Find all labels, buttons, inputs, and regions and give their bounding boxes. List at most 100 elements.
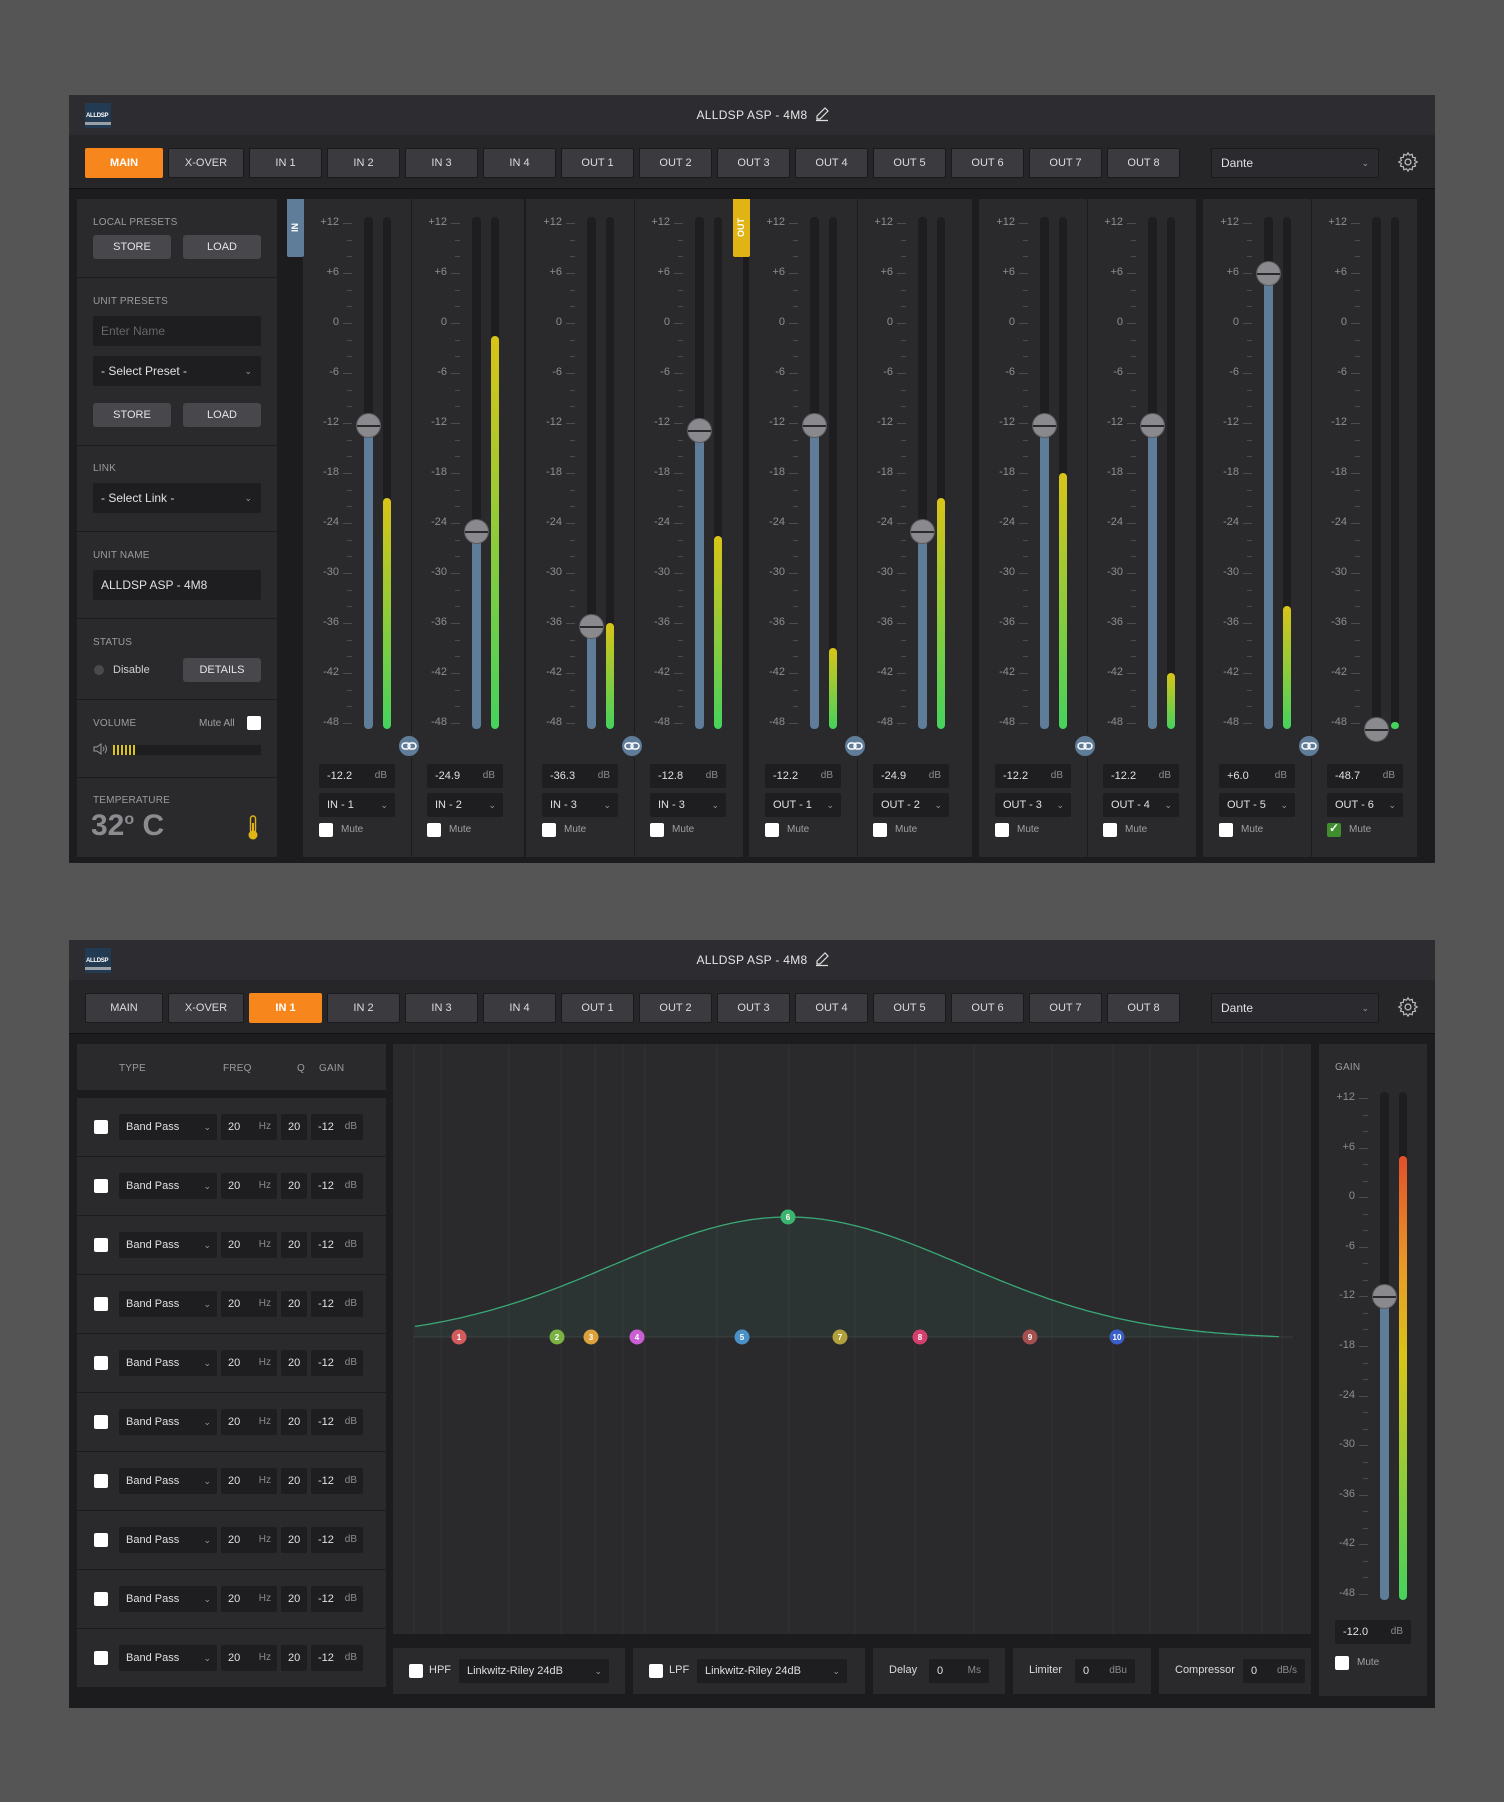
tab-in-2[interactable]: IN 2 bbox=[327, 148, 400, 178]
band-gain-input[interactable]: -12 dB bbox=[311, 1586, 363, 1612]
tab-in-1[interactable]: IN 1 bbox=[249, 148, 322, 178]
details-button[interactable]: DETAILS bbox=[183, 658, 261, 682]
source-select[interactable]: IN - 3 ⌄ bbox=[542, 793, 618, 817]
tab-out-5[interactable]: OUT 5 bbox=[873, 148, 946, 178]
mute-checkbox[interactable] bbox=[542, 823, 556, 837]
fader-knob[interactable] bbox=[356, 412, 381, 438]
gain-input[interactable]: -12.2 dB bbox=[765, 764, 841, 788]
band-q-input[interactable]: 20 bbox=[281, 1409, 307, 1435]
tab-in-3[interactable]: IN 3 bbox=[405, 993, 478, 1023]
band-freq-input[interactable]: 20 Hz bbox=[221, 1409, 277, 1435]
source-select[interactable]: OUT - 4 ⌄ bbox=[1103, 793, 1179, 817]
eq-node-7[interactable]: 7 bbox=[832, 1329, 848, 1345]
tab-out-1[interactable]: OUT 1 bbox=[561, 148, 634, 178]
fader-knob[interactable] bbox=[910, 518, 935, 544]
eq-node-1[interactable]: 1 bbox=[451, 1329, 467, 1345]
band-enable-checkbox[interactable] bbox=[94, 1592, 108, 1606]
lpf-checkbox[interactable] bbox=[649, 1664, 663, 1678]
fader-knob[interactable] bbox=[687, 417, 712, 443]
gain-value-input[interactable]: -12.0 dB bbox=[1335, 1620, 1411, 1644]
band-type-select[interactable]: Band Pass ⌄ bbox=[119, 1586, 217, 1612]
tab-out-4[interactable]: OUT 4 bbox=[795, 993, 868, 1023]
band-q-input[interactable]: 20 bbox=[281, 1173, 307, 1199]
mute-checkbox[interactable] bbox=[765, 823, 779, 837]
band-enable-checkbox[interactable] bbox=[94, 1474, 108, 1488]
preset-select[interactable]: - Select Preset - ⌄ bbox=[93, 356, 261, 386]
band-q-input[interactable]: 20 bbox=[281, 1586, 307, 1612]
eq-node-6[interactable]: 6 bbox=[780, 1209, 796, 1225]
delay-input[interactable]: 0 Ms bbox=[929, 1659, 989, 1683]
band-q-input[interactable]: 20 bbox=[281, 1291, 307, 1317]
network-select[interactable]: Dante ⌄ bbox=[1211, 993, 1379, 1023]
compressor-input[interactable]: 0 dB/s bbox=[1243, 1659, 1305, 1683]
mute-checkbox[interactable] bbox=[1103, 823, 1117, 837]
fader-knob[interactable] bbox=[1364, 716, 1389, 742]
tab-out-1[interactable]: OUT 1 bbox=[561, 993, 634, 1023]
band-enable-checkbox[interactable] bbox=[94, 1356, 108, 1370]
band-freq-input[interactable]: 20 Hz bbox=[221, 1350, 277, 1376]
band-freq-input[interactable]: 20 Hz bbox=[221, 1173, 277, 1199]
source-select[interactable]: OUT - 2 ⌄ bbox=[873, 793, 949, 817]
tab-out-6[interactable]: OUT 6 bbox=[951, 993, 1024, 1023]
unit-load-button[interactable]: LOAD bbox=[183, 403, 261, 427]
band-type-select[interactable]: Band Pass ⌄ bbox=[119, 1291, 217, 1317]
eq-node-4[interactable]: 4 bbox=[629, 1329, 645, 1345]
edit-icon[interactable] bbox=[814, 106, 830, 122]
preset-name-input[interactable]: Enter Name bbox=[93, 316, 261, 346]
tab-out-5[interactable]: OUT 5 bbox=[873, 993, 946, 1023]
band-type-select[interactable]: Band Pass ⌄ bbox=[119, 1468, 217, 1494]
band-freq-input[interactable]: 20 Hz bbox=[221, 1291, 277, 1317]
source-select[interactable]: OUT - 5 ⌄ bbox=[1219, 793, 1295, 817]
tab-out-3[interactable]: OUT 3 bbox=[717, 993, 790, 1023]
link-icon[interactable] bbox=[620, 734, 644, 758]
band-q-input[interactable]: 20 bbox=[281, 1468, 307, 1494]
eq-node-5[interactable]: 5 bbox=[734, 1329, 750, 1345]
local-load-button[interactable]: LOAD bbox=[183, 235, 261, 259]
link-icon[interactable] bbox=[1297, 734, 1321, 758]
band-type-select[interactable]: Band Pass ⌄ bbox=[119, 1409, 217, 1435]
band-type-select[interactable]: Band Pass ⌄ bbox=[119, 1350, 217, 1376]
eq-node-8[interactable]: 8 bbox=[912, 1329, 928, 1345]
gain-input[interactable]: -12.8 dB bbox=[650, 764, 726, 788]
edit-icon[interactable] bbox=[814, 951, 830, 967]
band-q-input[interactable]: 20 bbox=[281, 1232, 307, 1258]
tab-out-8[interactable]: OUT 8 bbox=[1107, 993, 1180, 1023]
band-type-select[interactable]: Band Pass ⌄ bbox=[119, 1527, 217, 1553]
tab-out-4[interactable]: OUT 4 bbox=[795, 148, 868, 178]
band-gain-input[interactable]: -12 dB bbox=[311, 1350, 363, 1376]
gear-icon[interactable] bbox=[1397, 996, 1419, 1018]
band-gain-input[interactable]: -12 dB bbox=[311, 1291, 363, 1317]
gain-input[interactable]: -12.2 dB bbox=[319, 764, 395, 788]
band-type-select[interactable]: Band Pass ⌄ bbox=[119, 1173, 217, 1199]
tab-x-over[interactable]: X-OVER bbox=[168, 993, 244, 1023]
tab-in-2[interactable]: IN 2 bbox=[327, 993, 400, 1023]
band-q-input[interactable]: 20 bbox=[281, 1350, 307, 1376]
eq-node-2[interactable]: 2 bbox=[549, 1329, 565, 1345]
tab-out-2[interactable]: OUT 2 bbox=[639, 148, 712, 178]
gain-input[interactable]: -12.2 dB bbox=[1103, 764, 1179, 788]
hpf-checkbox[interactable] bbox=[409, 1664, 423, 1678]
band-q-input[interactable]: 20 bbox=[281, 1114, 307, 1140]
band-type-select[interactable]: Band Pass ⌄ bbox=[119, 1645, 217, 1671]
local-store-button[interactable]: STORE bbox=[93, 235, 171, 259]
gain-input[interactable]: -24.9 dB bbox=[873, 764, 949, 788]
link-select[interactable]: - Select Link - ⌄ bbox=[93, 483, 261, 513]
link-icon[interactable] bbox=[843, 734, 867, 758]
unit-store-button[interactable]: STORE bbox=[93, 403, 171, 427]
band-freq-input[interactable]: 20 Hz bbox=[221, 1527, 277, 1553]
tab-out-7[interactable]: OUT 7 bbox=[1029, 148, 1102, 178]
band-freq-input[interactable]: 20 Hz bbox=[221, 1114, 277, 1140]
band-q-input[interactable]: 20 bbox=[281, 1527, 307, 1553]
tab-in-4[interactable]: IN 4 bbox=[483, 148, 556, 178]
band-enable-checkbox[interactable] bbox=[94, 1297, 108, 1311]
eq-node-9[interactable]: 9 bbox=[1022, 1329, 1038, 1345]
eq-graph[interactable]: 1 2 3 4 5 6 7 8 9 10 bbox=[393, 1044, 1311, 1634]
source-select[interactable]: OUT - 3 ⌄ bbox=[995, 793, 1071, 817]
source-select[interactable]: OUT - 6 ⌄ bbox=[1327, 793, 1403, 817]
eq-node-10[interactable]: 10 bbox=[1109, 1329, 1125, 1345]
tab-in-4[interactable]: IN 4 bbox=[483, 993, 556, 1023]
source-select[interactable]: OUT - 1 ⌄ bbox=[765, 793, 841, 817]
band-enable-checkbox[interactable] bbox=[94, 1651, 108, 1665]
network-select[interactable]: Dante ⌄ bbox=[1211, 148, 1379, 178]
unit-name-input[interactable]: ALLDSP ASP - 4M8 bbox=[93, 570, 261, 600]
